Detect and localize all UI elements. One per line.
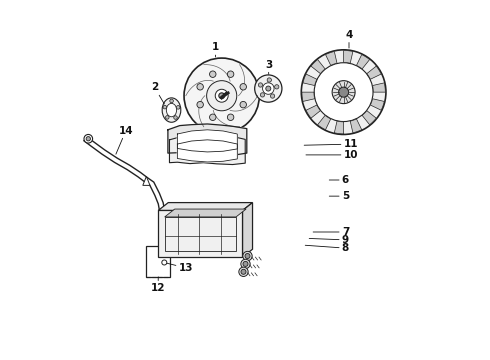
Circle shape — [210, 114, 216, 121]
Text: 2: 2 — [151, 82, 164, 104]
Circle shape — [266, 86, 271, 91]
Circle shape — [215, 89, 228, 102]
Polygon shape — [165, 209, 246, 217]
Circle shape — [239, 267, 248, 276]
Circle shape — [166, 116, 169, 119]
Circle shape — [245, 253, 250, 258]
Polygon shape — [372, 83, 385, 92]
Text: 3: 3 — [265, 59, 272, 74]
Circle shape — [227, 71, 234, 77]
Circle shape — [197, 84, 203, 90]
Circle shape — [258, 83, 263, 87]
Circle shape — [162, 260, 167, 265]
Polygon shape — [170, 135, 245, 165]
Text: 1: 1 — [212, 42, 219, 57]
Circle shape — [314, 63, 373, 122]
Circle shape — [197, 102, 203, 108]
Polygon shape — [362, 111, 376, 125]
Text: 12: 12 — [151, 277, 166, 293]
Polygon shape — [143, 176, 150, 185]
Polygon shape — [177, 130, 237, 152]
Polygon shape — [367, 66, 381, 79]
Polygon shape — [318, 115, 331, 130]
Circle shape — [174, 116, 177, 119]
Text: 14: 14 — [116, 126, 133, 154]
Circle shape — [176, 105, 180, 109]
Text: 7: 7 — [313, 227, 349, 237]
Polygon shape — [158, 211, 243, 257]
Circle shape — [301, 50, 386, 134]
Polygon shape — [357, 55, 369, 69]
Ellipse shape — [162, 98, 181, 122]
Circle shape — [86, 136, 91, 141]
Circle shape — [219, 93, 224, 99]
Circle shape — [267, 78, 271, 82]
Circle shape — [270, 94, 275, 98]
Polygon shape — [302, 92, 315, 102]
Circle shape — [184, 58, 259, 134]
Polygon shape — [343, 50, 353, 63]
Text: 9: 9 — [309, 235, 349, 245]
Circle shape — [339, 87, 349, 97]
Circle shape — [243, 261, 248, 266]
Circle shape — [243, 251, 252, 261]
Circle shape — [260, 93, 265, 97]
Polygon shape — [370, 99, 384, 110]
Circle shape — [332, 81, 355, 104]
Circle shape — [163, 105, 167, 109]
Text: 10: 10 — [306, 150, 358, 160]
Ellipse shape — [167, 103, 176, 117]
Circle shape — [240, 102, 246, 108]
Polygon shape — [243, 203, 252, 257]
Text: 13: 13 — [167, 263, 193, 273]
Polygon shape — [158, 203, 252, 211]
Text: 6: 6 — [329, 175, 349, 185]
Text: 5: 5 — [329, 191, 349, 201]
Polygon shape — [306, 105, 320, 118]
Text: 8: 8 — [305, 243, 349, 253]
Polygon shape — [350, 119, 362, 133]
Polygon shape — [177, 140, 237, 162]
Circle shape — [241, 269, 246, 274]
Polygon shape — [311, 59, 325, 74]
Circle shape — [210, 71, 216, 77]
Circle shape — [255, 75, 282, 102]
Circle shape — [170, 99, 173, 103]
Circle shape — [263, 83, 274, 94]
Circle shape — [241, 259, 250, 269]
Text: 11: 11 — [304, 139, 358, 149]
Polygon shape — [325, 51, 337, 66]
Circle shape — [207, 81, 237, 111]
Circle shape — [84, 134, 93, 143]
Circle shape — [240, 84, 246, 90]
Text: 4: 4 — [345, 30, 353, 48]
FancyBboxPatch shape — [147, 246, 170, 277]
Circle shape — [274, 85, 279, 89]
Polygon shape — [303, 74, 317, 86]
Circle shape — [227, 114, 234, 121]
Polygon shape — [334, 121, 343, 134]
Polygon shape — [168, 124, 247, 155]
